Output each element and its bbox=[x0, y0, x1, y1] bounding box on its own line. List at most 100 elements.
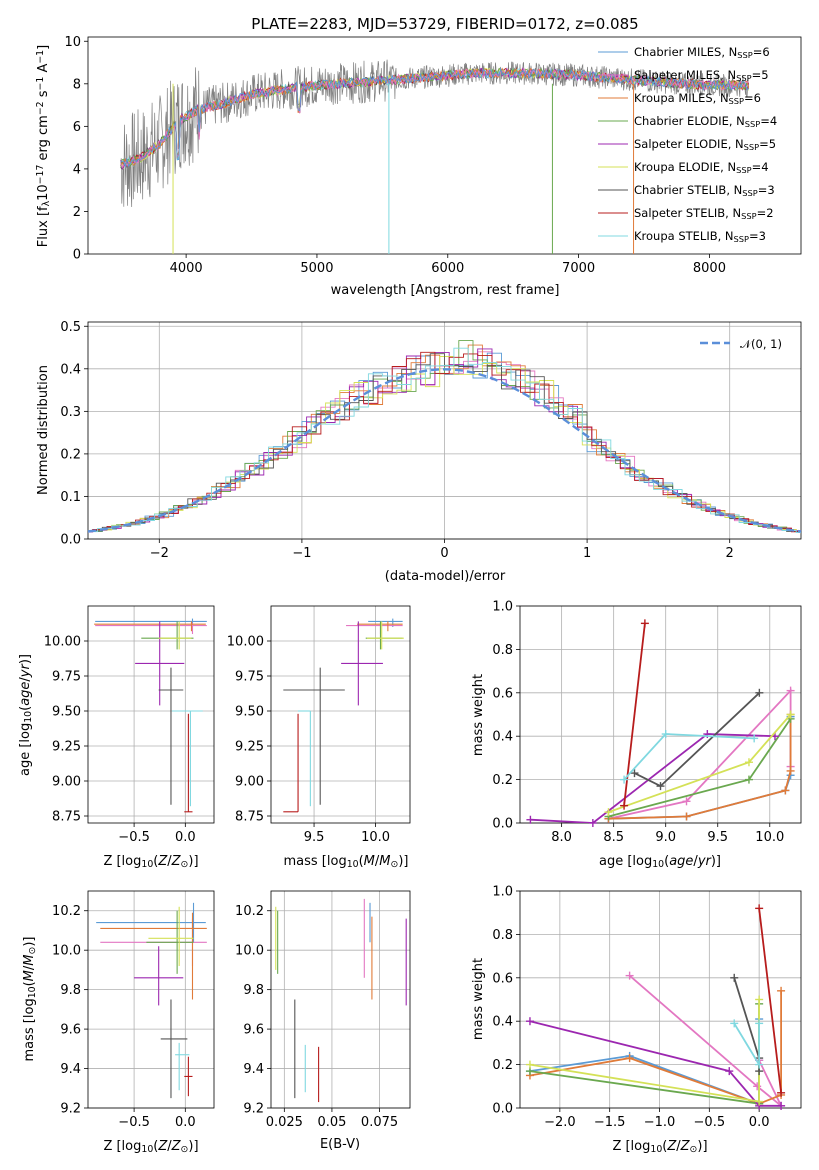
y-tick-label: 0.4 bbox=[492, 1015, 513, 1030]
y-tick-label: 10.0 bbox=[235, 944, 264, 959]
weight-z-ylabel: mass weight bbox=[471, 958, 486, 1040]
spectrum-xlabel: wavelength [Angstrom, rest frame] bbox=[331, 283, 560, 298]
y-tick-label: 2 bbox=[73, 205, 81, 220]
x-tick-label: 8.5 bbox=[603, 830, 624, 845]
series-point-kroupa_elodie bbox=[755, 1097, 764, 1106]
series-point-salpeter_elodie bbox=[588, 819, 597, 827]
mass-z-ylabel: mass [log10(M/M⊙)] bbox=[22, 937, 38, 1062]
age_vs_mass-frame bbox=[270, 605, 411, 824]
series-point-kroupa_stelib bbox=[750, 734, 759, 743]
series-point-chabrier_elodie bbox=[744, 775, 753, 784]
errorbar-point-kroupa_miles bbox=[100, 912, 207, 1000]
series-point-kroupa_stelib bbox=[620, 775, 629, 784]
series-line-salpeter_miles bbox=[629, 974, 782, 1107]
legend-entry-salpeter_miles: Salpeter MILES, NSSP=5 bbox=[634, 68, 769, 83]
y-tick-label: 9.50 bbox=[52, 705, 81, 720]
errorbar-point-kroupa_elodie bbox=[366, 621, 404, 650]
series-point-salpeter_elodie bbox=[525, 1017, 534, 1026]
y-tick-label: 9.6 bbox=[60, 1023, 81, 1038]
y-tick-label: 9.75 bbox=[235, 670, 264, 685]
y-tick-label: 9.8 bbox=[243, 983, 264, 998]
errorbar-point-salpeter_stelib bbox=[184, 1056, 193, 1097]
series-point-kroupa_miles bbox=[777, 986, 786, 995]
legend-entry-salpeter_stelib: Salpeter STELIB, NSSP=2 bbox=[634, 206, 774, 221]
y-tick-label: 9.2 bbox=[60, 1102, 81, 1117]
series-point-kroupa_elodie bbox=[525, 1060, 534, 1069]
legend-entry-kroupa_miles: Kroupa MILES, NSSP=6 bbox=[634, 91, 761, 106]
y-tick-label: 0.8 bbox=[492, 643, 513, 658]
age_vs_mass-axes bbox=[267, 605, 411, 827]
errorbar-point-kroupa_miles bbox=[357, 621, 403, 632]
series-line-salpeter_stelib bbox=[758, 908, 782, 1093]
x-tick-label: 2 bbox=[726, 546, 734, 561]
age_vs_Z-frame bbox=[87, 605, 215, 824]
series-line-chabrier_elodie bbox=[529, 1003, 760, 1105]
errorbar-point-salpeter_stelib bbox=[283, 713, 299, 813]
series-point-chabrier_stelib bbox=[656, 782, 665, 791]
residuals-axes bbox=[84, 321, 802, 543]
x-tick-label: 4000 bbox=[170, 261, 203, 276]
y-tick-label: 0 bbox=[73, 248, 81, 263]
y-tick-label: 8.75 bbox=[235, 810, 264, 825]
series-point-kroupa_elodie bbox=[604, 808, 613, 817]
y-tick-label: 9.4 bbox=[243, 1062, 264, 1077]
series-point-kroupa_elodie bbox=[786, 710, 795, 719]
age_vs_Z-axes bbox=[84, 605, 215, 827]
y-tick-label: 1.0 bbox=[492, 885, 513, 900]
y-tick-label: 0.0 bbox=[492, 1102, 513, 1117]
errorbar-point-kroupa_elodie bbox=[148, 906, 194, 966]
y-tick-label: 9.4 bbox=[60, 1062, 81, 1077]
x-tick-label: −1.0 bbox=[644, 1115, 676, 1130]
series-point-salpeter_stelib bbox=[755, 904, 764, 913]
x-tick-label: 8.0 bbox=[551, 830, 572, 845]
legend-entry-chabrier_miles: Chabrier MILES, NSSP=6 bbox=[634, 45, 770, 60]
legend-entry-chabrier_stelib: Chabrier STELIB, NSSP=3 bbox=[634, 183, 775, 198]
x-tick-label: −1.5 bbox=[594, 1115, 626, 1130]
weight_vs_Z-axes bbox=[516, 890, 802, 1112]
y-tick-label: 8.75 bbox=[52, 810, 81, 825]
errorbar-point-salpeter_elodie bbox=[135, 621, 185, 706]
errorbar-point-chabrier_stelib bbox=[158, 667, 184, 805]
errorbar-point-chabrier_miles bbox=[96, 902, 206, 943]
series-point-kroupa_miles bbox=[781, 786, 790, 795]
y-tick-label: 0.4 bbox=[60, 362, 81, 377]
series-line-salpeter_elodie bbox=[530, 733, 776, 823]
legend-entry-kroupa_elodie: Kroupa ELODIE, NSSP=4 bbox=[634, 160, 769, 175]
x-tick-label: 0.05 bbox=[317, 1115, 346, 1130]
y-tick-label: 6 bbox=[73, 120, 81, 135]
series-point-kroupa_elodie bbox=[755, 995, 764, 1004]
series-line-chabrier_stelib bbox=[634, 692, 761, 788]
x-tick-label: −2.0 bbox=[544, 1115, 576, 1130]
series-point-salpeter_miles bbox=[786, 686, 795, 695]
errorbar-point-chabrier_elodie bbox=[146, 910, 194, 974]
x-tick-label: 10.0 bbox=[361, 830, 390, 845]
y-tick-label: 9.75 bbox=[52, 670, 81, 685]
series-point-kroupa_stelib bbox=[730, 1019, 739, 1028]
weight-age-xlabel: age [log10(age/yr)] bbox=[599, 854, 721, 870]
errorbar-point-kroupa_stelib bbox=[172, 710, 203, 807]
spectrum-title: PLATE=2283, MJD=53729, FIBERID=0172, z=0… bbox=[251, 15, 638, 33]
errorbar-point-kroupa_miles bbox=[94, 621, 206, 632]
errorbar-point-salpeter_elodie bbox=[341, 621, 383, 706]
weight_vs_age-frame bbox=[519, 605, 802, 824]
age-z-xlabel: Z [log10(Z/Z⊙)] bbox=[103, 854, 198, 870]
x-tick-label: 10.0 bbox=[755, 830, 784, 845]
x-tick-label: 9.5 bbox=[304, 830, 325, 845]
x-tick-label: 0.075 bbox=[361, 1115, 398, 1130]
y-tick-label: 0.1 bbox=[60, 490, 81, 505]
x-tick-label: 9.0 bbox=[655, 830, 676, 845]
mass-z-xlabel: Z [log10(Z/Z⊙)] bbox=[103, 1139, 198, 1155]
y-tick-label: 8 bbox=[73, 77, 81, 92]
series-point-kroupa_miles bbox=[682, 812, 691, 821]
y-tick-label: 0.6 bbox=[492, 971, 513, 986]
weight_vs_age-axes bbox=[516, 605, 802, 827]
x-tick-label: −0.5 bbox=[118, 1115, 150, 1130]
y-tick-label: 9.50 bbox=[235, 705, 264, 720]
x-tick-label: −0.5 bbox=[694, 1115, 726, 1130]
series-point-kroupa_elodie bbox=[744, 758, 753, 767]
x-tick-label: 0.025 bbox=[266, 1115, 303, 1130]
y-tick-label: 0.2 bbox=[492, 1058, 513, 1073]
x-tick-label: 1 bbox=[583, 546, 591, 561]
y-tick-label: 0.2 bbox=[60, 447, 81, 462]
